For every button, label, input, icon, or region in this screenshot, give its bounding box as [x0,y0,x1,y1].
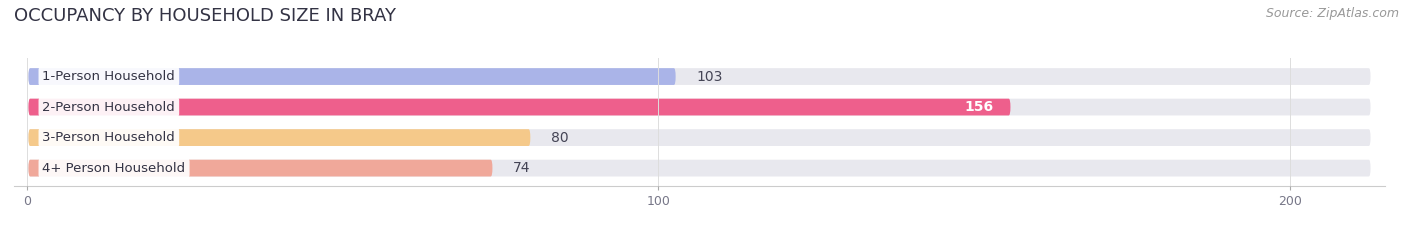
FancyBboxPatch shape [28,99,1011,116]
FancyBboxPatch shape [28,129,1371,146]
Text: OCCUPANCY BY HOUSEHOLD SIZE IN BRAY: OCCUPANCY BY HOUSEHOLD SIZE IN BRAY [14,7,396,25]
Text: 1-Person Household: 1-Person Household [42,70,176,83]
Text: 74: 74 [513,161,530,175]
FancyBboxPatch shape [28,129,530,146]
Text: 156: 156 [965,100,993,114]
Text: 2-Person Household: 2-Person Household [42,101,176,113]
Text: 3-Person Household: 3-Person Household [42,131,176,144]
FancyBboxPatch shape [28,68,1371,85]
FancyBboxPatch shape [28,99,1371,116]
FancyBboxPatch shape [28,160,492,176]
FancyBboxPatch shape [28,68,676,85]
FancyBboxPatch shape [28,160,1371,176]
Text: 4+ Person Household: 4+ Person Household [42,162,186,175]
Text: Source: ZipAtlas.com: Source: ZipAtlas.com [1265,7,1399,20]
Text: 103: 103 [696,70,723,84]
Text: 80: 80 [551,130,568,145]
